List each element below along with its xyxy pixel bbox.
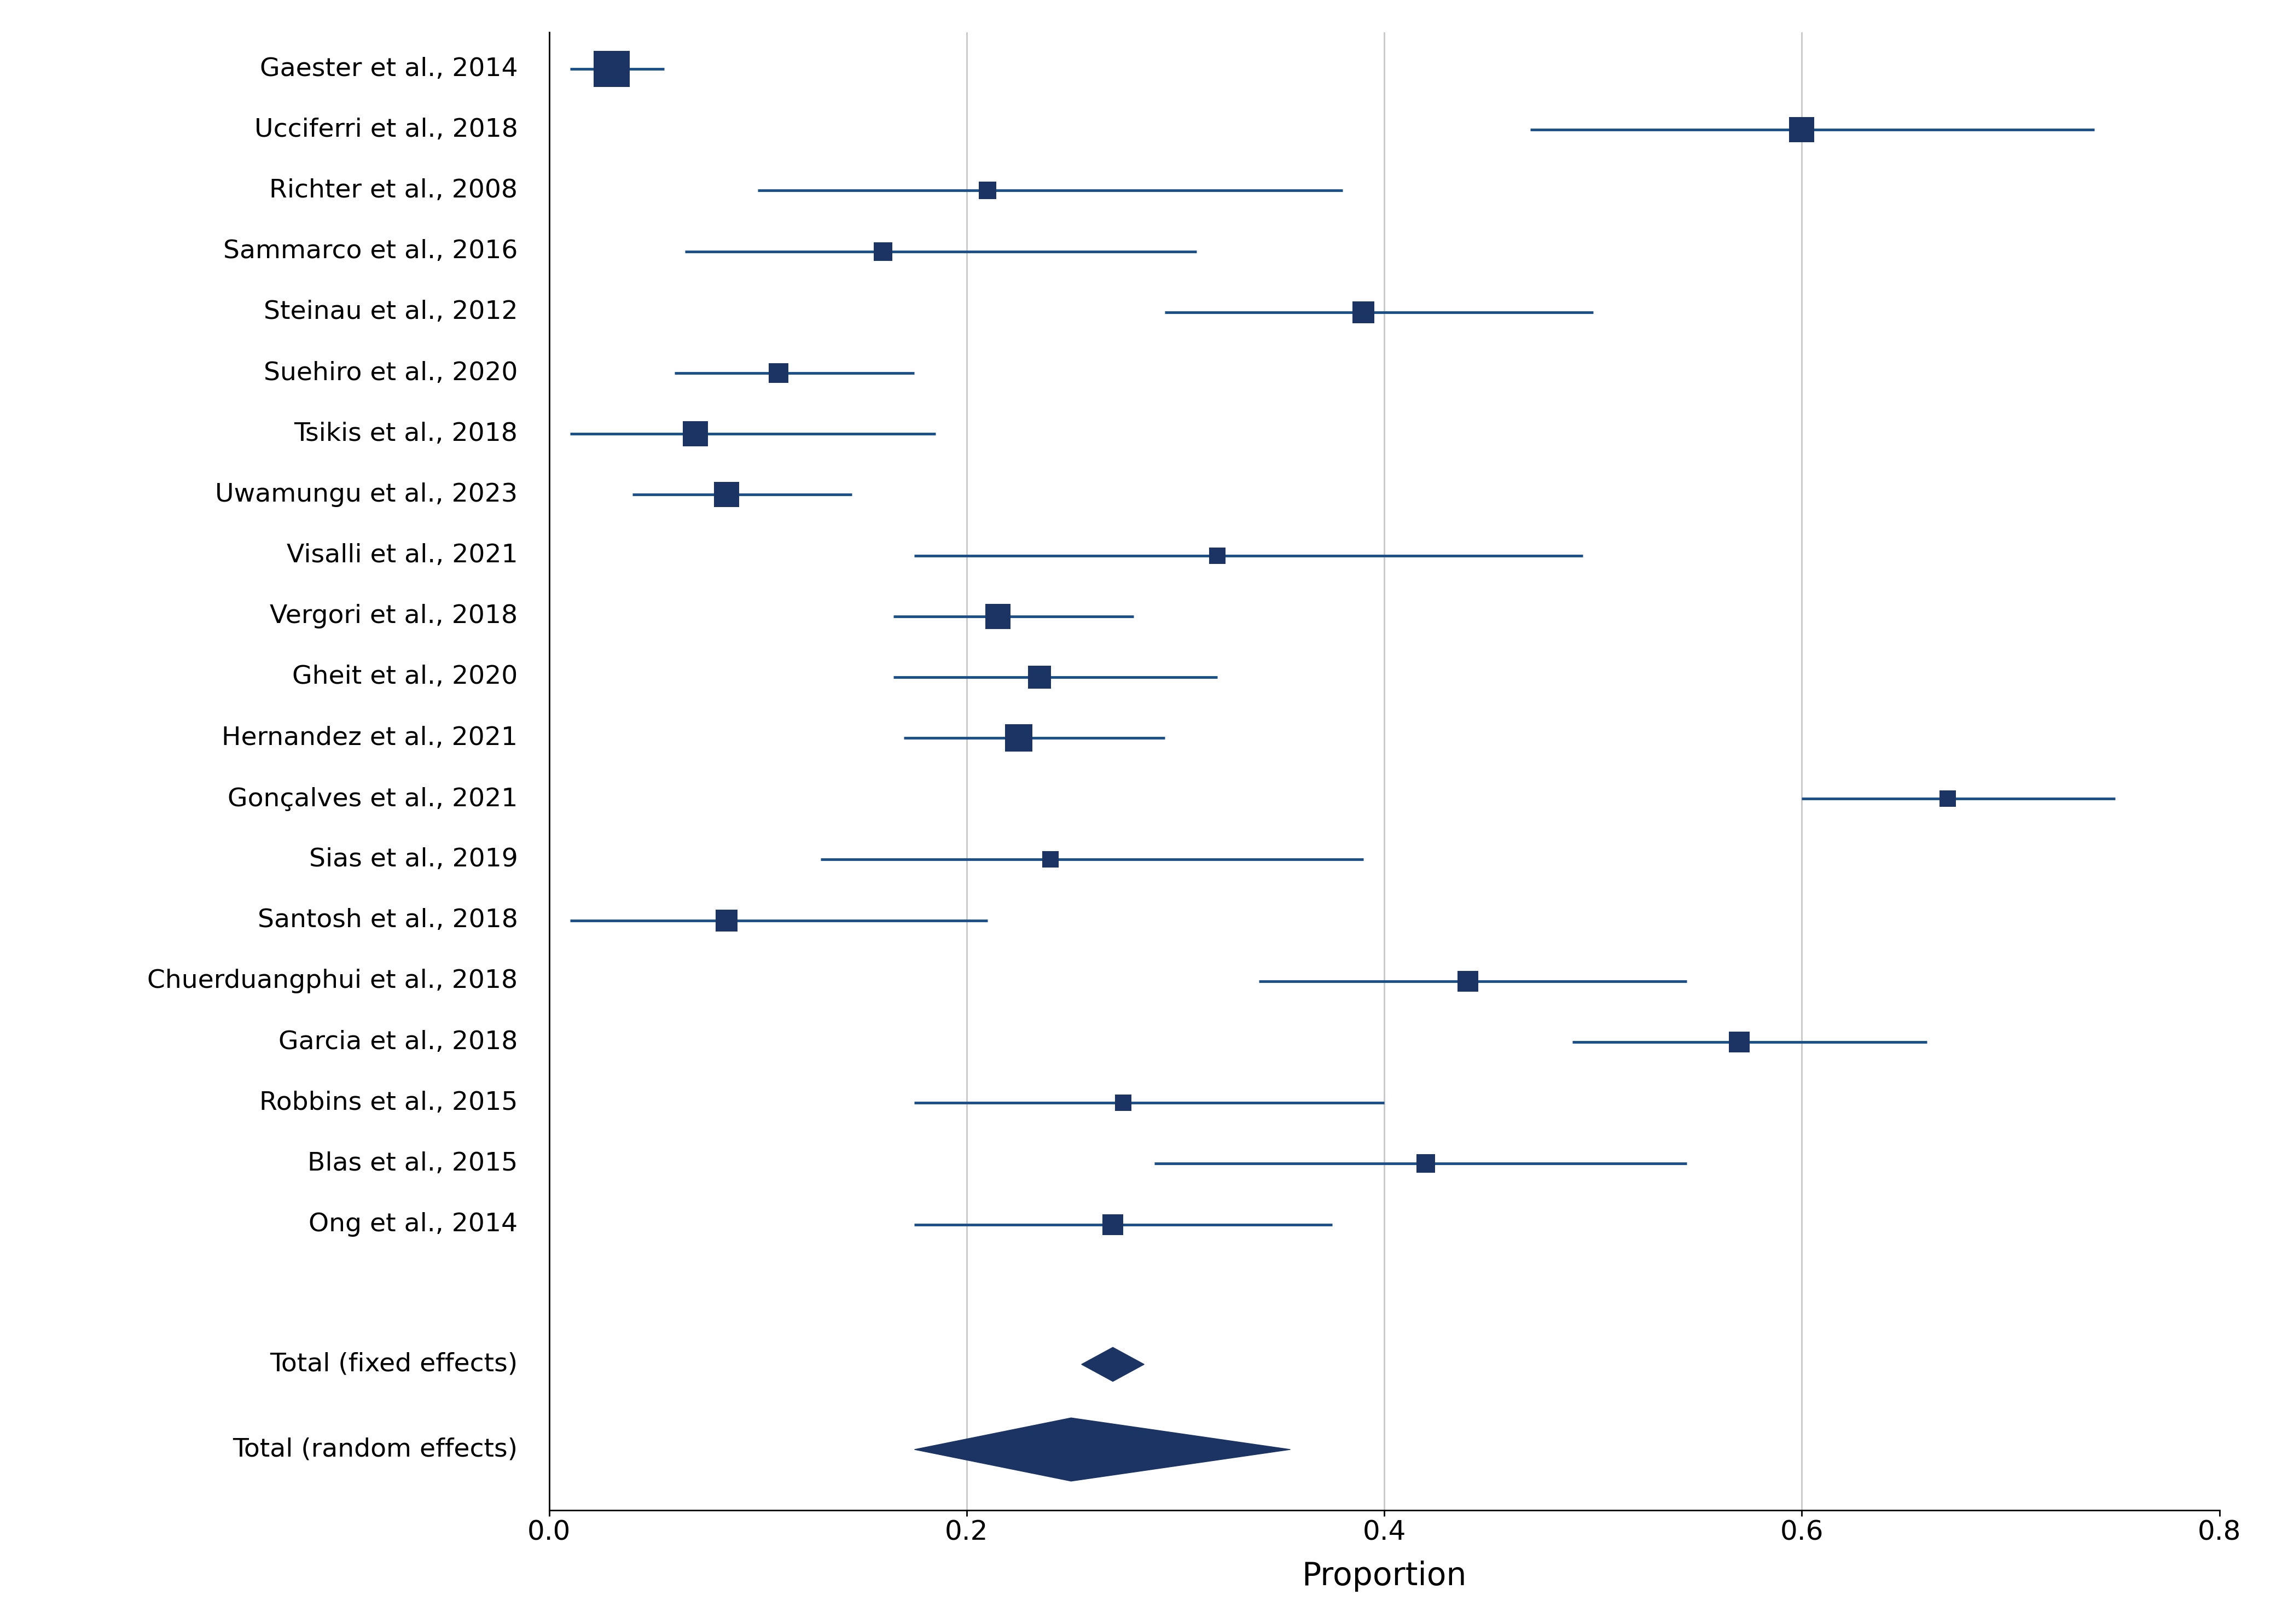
Point <box>1451 968 1487 994</box>
Text: Hernandez et al., 2021: Hernandez et al., 2021 <box>222 726 517 750</box>
Point <box>677 421 714 447</box>
Text: Steinau et al., 2012: Steinau et al., 2012 <box>263 300 517 325</box>
Point <box>709 908 746 934</box>
X-axis label: Proportion: Proportion <box>1302 1561 1467 1592</box>
Point <box>970 177 1007 203</box>
Text: Tsikis et al., 2018: Tsikis et al., 2018 <box>295 422 517 447</box>
Polygon shape <box>915 1418 1290 1481</box>
Text: Richter et al., 2008: Richter et al., 2008 <box>270 179 517 203</box>
Text: Gonçalves et al., 2021: Gonçalves et al., 2021 <box>227 786 517 810</box>
Text: Sammarco et al., 2016: Sammarco et al., 2016 <box>224 239 517 263</box>
Point <box>1345 299 1382 325</box>
Point <box>760 361 796 387</box>
Text: Chuerduangphui et al., 2018: Chuerduangphui et al., 2018 <box>146 970 517 994</box>
Point <box>709 482 746 508</box>
Text: Visalli et al., 2021: Visalli et al., 2021 <box>286 542 517 568</box>
Point <box>1721 1030 1757 1056</box>
Text: Gheit et al., 2020: Gheit et al., 2020 <box>293 664 517 690</box>
Text: Total (random effects): Total (random effects) <box>233 1437 517 1462</box>
Text: Santosh et al., 2018: Santosh et al., 2018 <box>259 908 517 932</box>
Text: Robbins et al., 2015: Robbins et al., 2015 <box>259 1091 517 1116</box>
Point <box>1020 664 1057 690</box>
Text: Vergori et al., 2018: Vergori et al., 2018 <box>270 604 517 628</box>
Point <box>979 604 1016 630</box>
Point <box>1000 724 1036 750</box>
Point <box>1785 117 1821 143</box>
Text: Uwamungu et al., 2023: Uwamungu et al., 2023 <box>215 482 517 507</box>
Point <box>1094 1212 1130 1237</box>
Text: Blas et al., 2015: Blas et al., 2015 <box>307 1151 517 1176</box>
Text: Ucciferri et al., 2018: Ucciferri et al., 2018 <box>254 117 517 141</box>
Point <box>1407 1151 1444 1177</box>
Point <box>1105 1090 1142 1116</box>
Text: Ong et al., 2014: Ong et al., 2014 <box>309 1212 517 1237</box>
Point <box>865 239 901 265</box>
Point <box>1929 786 1965 812</box>
Text: Total (fixed effects): Total (fixed effects) <box>270 1353 517 1377</box>
Point <box>1199 542 1236 568</box>
Polygon shape <box>1082 1348 1144 1382</box>
Text: Suehiro et al., 2020: Suehiro et al., 2020 <box>263 361 517 385</box>
Text: Sias et al., 2019: Sias et al., 2019 <box>309 848 517 872</box>
Point <box>1032 846 1068 872</box>
Text: Gaester et al., 2014: Gaester et al., 2014 <box>261 57 517 81</box>
Text: Garcia et al., 2018: Garcia et al., 2018 <box>279 1030 517 1054</box>
Point <box>593 55 629 81</box>
